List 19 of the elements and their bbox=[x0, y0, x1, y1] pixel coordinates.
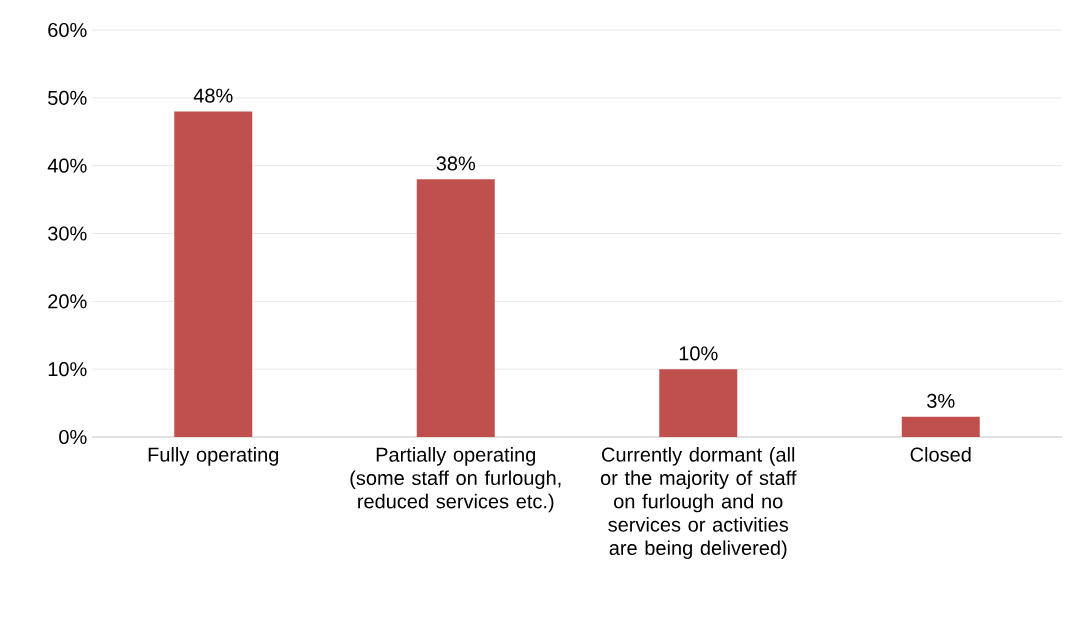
y-tick-label: 20% bbox=[48, 294, 87, 309]
data-label: 3% bbox=[927, 393, 955, 408]
x-tick-label: Fully operating bbox=[148, 447, 279, 466]
y-tick-label: 40% bbox=[47, 158, 87, 173]
y-tick-label: 10% bbox=[48, 362, 87, 377]
y-tick-label: 30% bbox=[48, 226, 87, 241]
bar bbox=[659, 369, 738, 437]
data-label: 48% bbox=[193, 88, 233, 103]
data-label: 38% bbox=[436, 156, 476, 171]
data-label: 10% bbox=[679, 346, 718, 361]
bar bbox=[174, 111, 253, 437]
y-tick-label: 50% bbox=[48, 90, 87, 105]
y-tick-label: 0% bbox=[59, 429, 87, 445]
x-tick-label: Closed bbox=[910, 447, 971, 462]
x-tick-label: Partially operating (some staff on furlough, reduced services etc.) bbox=[350, 447, 561, 513]
y-tick-label: 60% bbox=[48, 22, 87, 38]
x-tick-label: Currently dormant (all or the majority of staff on furlough and no services or activities are being delivered) bbox=[600, 447, 797, 560]
bar bbox=[901, 416, 980, 437]
bar bbox=[416, 179, 495, 437]
